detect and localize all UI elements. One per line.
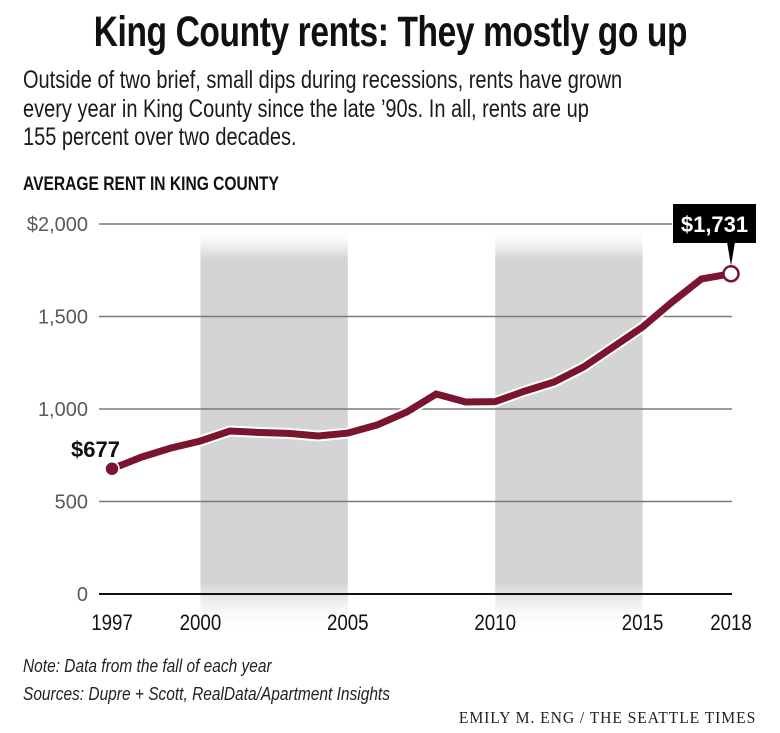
- credit: EMILY M. ENG / THE SEATTLE TIMES: [433, 708, 756, 728]
- note-text: Note: Data from the fall of each year: [23, 656, 272, 676]
- dek: Outside of two brief, small dips during …: [23, 66, 772, 152]
- x-tick-label: 2018: [710, 612, 752, 636]
- x-axis-ticks: 1997 2000 2005 2010 2015 2018: [91, 612, 752, 636]
- x-tick-label: 1997: [91, 612, 133, 636]
- dek-line: every year in King County since the late…: [23, 94, 589, 123]
- y-tick-label: 1,500: [38, 307, 88, 329]
- headline-text: King County rents: They mostly go up: [93, 8, 687, 56]
- y-tick-label: $2,000: [27, 214, 88, 236]
- end-value-label: $1,731: [681, 212, 748, 237]
- end-point-marker: [722, 265, 740, 283]
- x-tick-label: 2000: [180, 612, 222, 636]
- dek-line: Outside of two brief, small dips during …: [23, 66, 623, 94]
- shaded-period-2010-2015: [495, 226, 643, 632]
- notes: Note: Data from the fall of each year So…: [23, 652, 450, 708]
- headline: King County rents: They mostly go up: [0, 8, 780, 57]
- y-tick-label: 500: [55, 492, 88, 514]
- shaded-periods: [200, 226, 643, 632]
- gridlines: [99, 223, 732, 595]
- end-value-pointer: [727, 242, 735, 266]
- chart-label: AVERAGE RENT IN KING COUNTY: [23, 174, 335, 196]
- y-axis-ticks: 0 500 1,000 1,500 $2,000: [27, 214, 88, 606]
- start-point-marker: [104, 461, 120, 477]
- x-tick-label: 2005: [327, 612, 369, 636]
- chart-label-text: AVERAGE RENT IN KING COUNTY: [23, 174, 279, 195]
- credit-text: EMILY M. ENG / THE SEATTLE TIMES: [458, 708, 756, 727]
- series-rent: [106, 268, 737, 475]
- start-value-label: $677: [71, 437, 120, 462]
- annotations: $677 $1,731: [71, 204, 756, 477]
- y-tick-label: 1,000: [38, 399, 88, 421]
- x-tick-label: 2015: [622, 612, 664, 636]
- sources-text: Sources: Dupre + Scott, RealData/Apartme…: [23, 684, 390, 704]
- series-line: [110, 270, 732, 473]
- y-tick-label: 0: [77, 584, 88, 606]
- dek-line: 155 percent over two decades.: [23, 123, 297, 151]
- x-tick-label: 2010: [474, 612, 516, 636]
- end-value-label-box: [673, 204, 756, 243]
